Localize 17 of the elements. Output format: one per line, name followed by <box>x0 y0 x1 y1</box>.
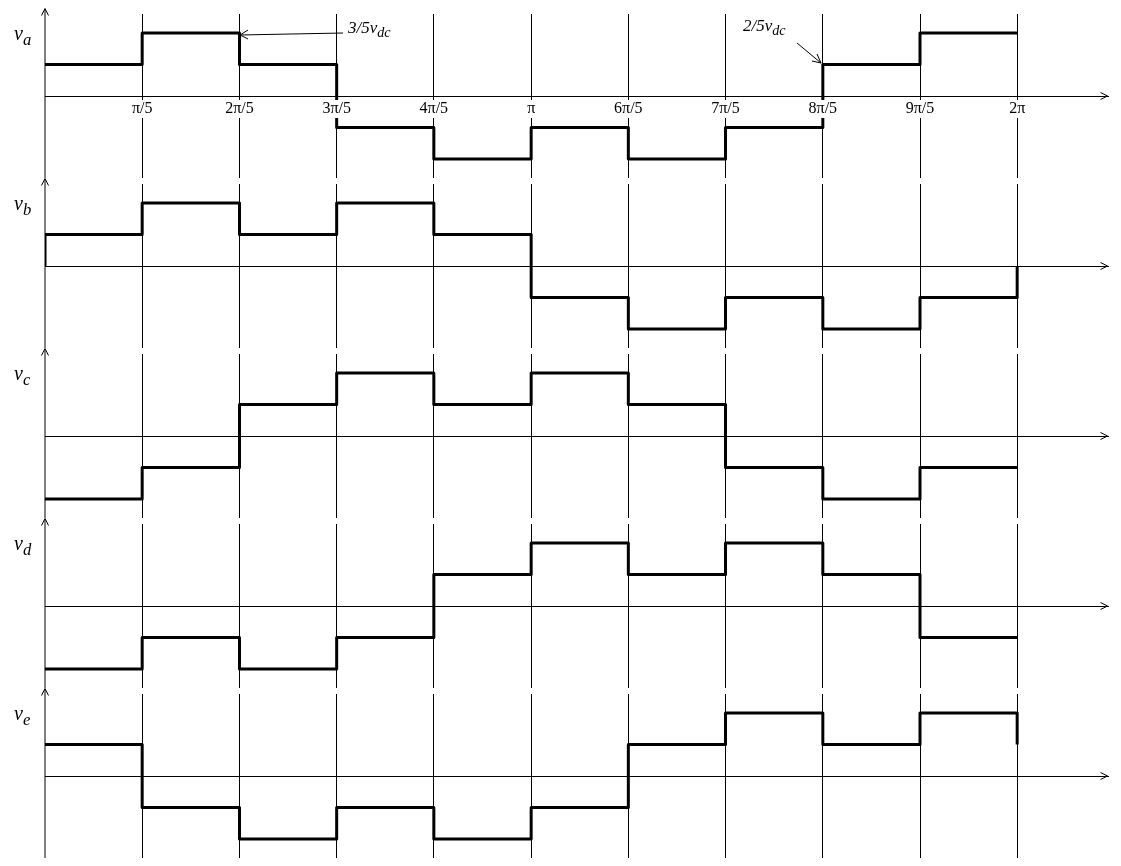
x-tick-label: 3π/5 <box>322 99 351 117</box>
x-tick-label: 4π/5 <box>419 99 449 117</box>
annotation: 3/5v$_{dc}$ <box>348 18 391 42</box>
x-tick-label: π/5 <box>131 99 153 117</box>
y-axis-title: v$_{e}$ <box>14 702 31 730</box>
x-tick-label: π <box>527 99 536 117</box>
y-axis-title: v$_{c}$ <box>14 362 31 390</box>
x-tick-label: 8π/5 <box>808 99 838 117</box>
x-tick-label: 2π <box>1009 99 1026 117</box>
y-axis-title: v$_{b}$ <box>14 192 32 220</box>
y-axis-title: v$_{d}$ <box>14 532 32 560</box>
y-axis-title: v$_{a}$ <box>14 22 32 50</box>
x-tick-label: 6π/5 <box>614 99 643 117</box>
x-tick-label: 2π/5 <box>225 99 254 117</box>
x-tick-label: 7π/5 <box>711 99 740 117</box>
x-tick-label: 9π/5 <box>905 99 935 117</box>
annotation: 2/5v$_{dc}$ <box>743 16 786 40</box>
